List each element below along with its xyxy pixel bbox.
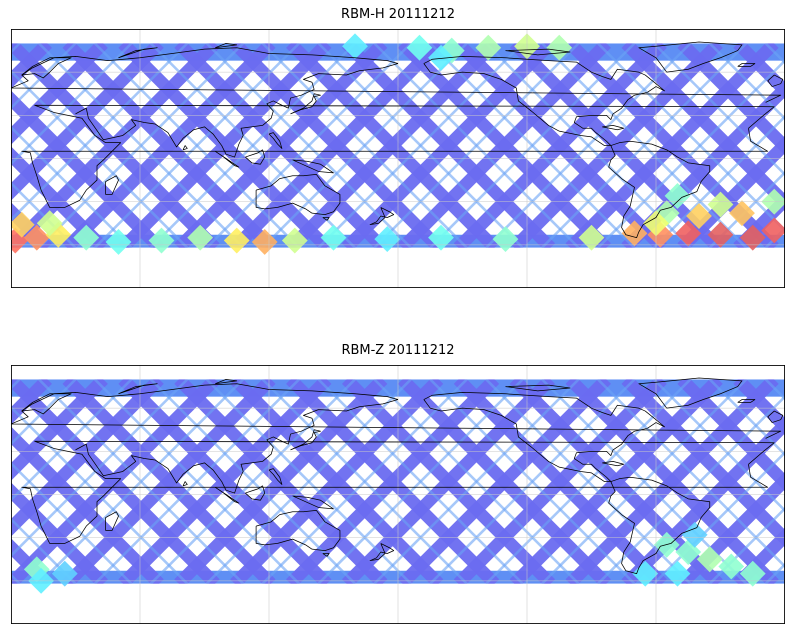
hotspot	[406, 34, 433, 61]
hotspot	[675, 220, 702, 247]
graticule	[11, 29, 785, 288]
hotspot	[621, 220, 648, 247]
map-plot-area	[11, 29, 785, 288]
hotspot	[686, 203, 712, 230]
hotspot	[696, 546, 723, 573]
coastlines	[11, 377, 784, 575]
hotspot	[761, 217, 785, 244]
hotspot	[374, 226, 401, 253]
hotspot	[23, 224, 50, 251]
map-title-rbm-h: RBM-H 20111212	[341, 7, 455, 22]
hotspot	[11, 211, 35, 238]
hotspot	[707, 221, 734, 248]
hotspot	[729, 200, 755, 227]
hotspot	[675, 539, 702, 566]
map-frame	[11, 29, 785, 288]
hotspot	[36, 210, 63, 237]
hotspot	[475, 34, 502, 61]
swath-map-rbm-z	[11, 365, 785, 624]
map-frame	[11, 365, 785, 624]
hotspot	[739, 224, 766, 251]
hotspot	[578, 224, 605, 251]
hotspot	[11, 227, 29, 254]
hotspot	[73, 224, 100, 251]
hotspot	[739, 560, 766, 587]
map-title-rbm-z: RBM-Z 20111212	[341, 343, 455, 358]
map-plot-area	[11, 365, 785, 624]
hotspot	[51, 560, 78, 587]
value-hotspots	[11, 33, 785, 255]
hotspot	[428, 224, 454, 251]
hotspot	[251, 229, 278, 255]
swath-map-rbm-h	[11, 29, 785, 288]
coastlines	[11, 41, 784, 239]
hotspot	[546, 34, 573, 61]
graticule	[11, 365, 785, 624]
hotspot	[320, 224, 347, 251]
hotspot	[664, 560, 691, 587]
hotspot	[428, 44, 454, 71]
hotspot	[664, 182, 691, 209]
hotspot	[718, 553, 745, 580]
hotspot	[492, 226, 519, 253]
hotspot	[707, 191, 734, 218]
